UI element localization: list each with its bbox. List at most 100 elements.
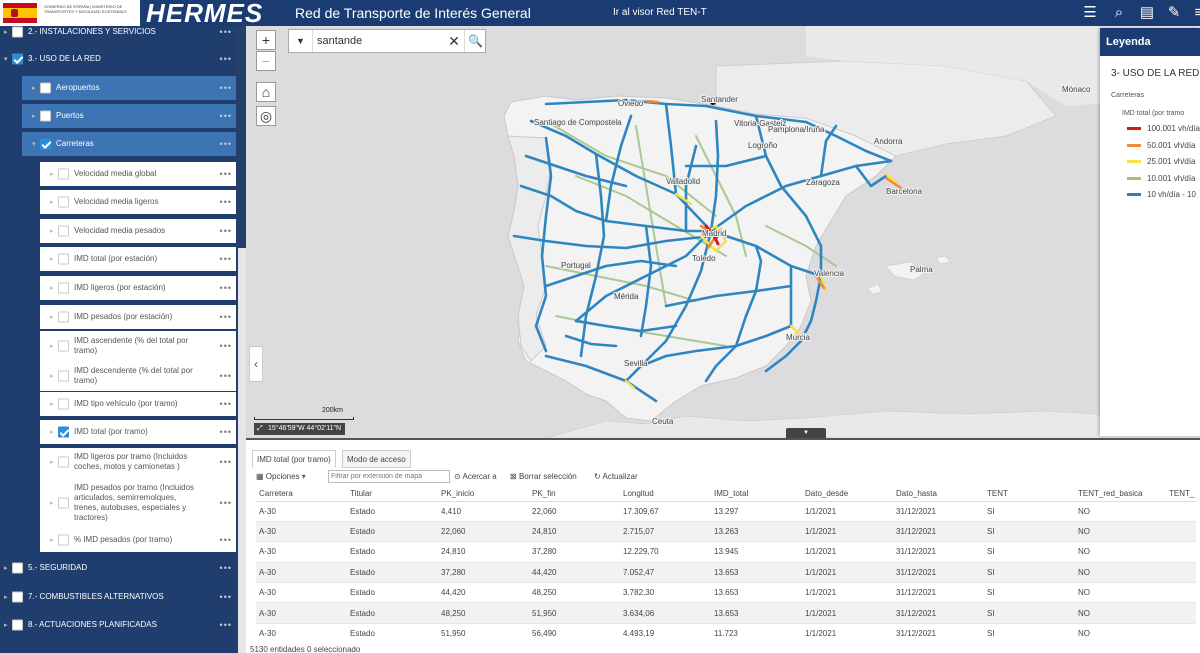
table-row[interactable]: A-30 Estado 51,950 56,490 4.493,19 11.723 1/1/… (256, 623, 1196, 640)
more-options-icon[interactable]: ••• (219, 283, 232, 293)
search-source-dropdown[interactable]: ▼ (289, 30, 313, 52)
zoom-in-button[interactable]: + (256, 30, 276, 50)
chevron-right-icon[interactable]: ▸ (50, 343, 54, 350)
clear-selection-button[interactable]: ⊠ Borrar selección (510, 470, 577, 484)
more-options-icon[interactable]: ••• (219, 498, 232, 508)
sidebar-item[interactable]: ▸ 2.- INSTALACIONES Y SERVICIOS ••• (0, 26, 236, 38)
chevron-right-icon[interactable]: ▸ (50, 401, 54, 408)
sidebar-item[interactable]: ▸ Puertos ••• (22, 104, 236, 128)
map-view[interactable]: Oviedo Santander Santiago de Compostela … (246, 26, 1200, 438)
sidebar-item[interactable]: ▸ IMD tipo vehículo (por tramo) ••• (40, 392, 236, 416)
more-options-icon[interactable]: ••• (219, 54, 232, 64)
layer-checkbox[interactable] (12, 619, 23, 631)
column-header[interactable]: Dato_hasta (893, 487, 984, 502)
sidebar-item[interactable]: ▸ % IMD pesados (por tramo) ••• (40, 528, 236, 552)
layer-checkbox[interactable] (40, 110, 51, 122)
more-options-icon[interactable]: ••• (219, 535, 232, 545)
more-options-icon[interactable]: ••• (219, 563, 232, 573)
more-options-icon[interactable]: ••• (219, 169, 232, 179)
column-header[interactable]: Carretera (256, 487, 347, 502)
zoom-to-button[interactable]: ⊙ Acercar a (454, 470, 497, 484)
column-header[interactable]: PK_inicio (438, 487, 529, 502)
more-options-icon[interactable]: ••• (219, 111, 232, 121)
table-row[interactable]: A-30 Estado 37,280 44,420 7.052,47 13.653 1/1/… (256, 562, 1196, 584)
more-options-icon[interactable]: ••• (219, 371, 232, 381)
table-row[interactable]: A-30 Estado 24,810 37,280 12.229,70 13.945 1/1… (256, 541, 1196, 563)
layer-checkbox[interactable] (58, 168, 69, 180)
sidebar-item[interactable]: ▸ 5.- SEGURIDAD ••• (0, 556, 236, 580)
column-header[interactable]: TENT_ (1166, 487, 1196, 502)
column-header[interactable]: Dato_desde (802, 487, 893, 502)
column-header[interactable]: PK_fin (529, 487, 620, 502)
chevron-down-icon[interactable]: ▾ (32, 141, 36, 148)
more-options-icon[interactable]: ••• (219, 83, 232, 93)
layer-checkbox[interactable] (40, 138, 51, 150)
chevron-right-icon[interactable]: ▸ (4, 565, 8, 572)
more-options-icon[interactable]: ••• (219, 27, 232, 37)
chevron-right-icon[interactable]: ▸ (4, 594, 8, 601)
layer-checkbox[interactable] (58, 253, 69, 265)
search-input[interactable] (317, 32, 435, 50)
sidebar-scrollbar[interactable] (238, 248, 246, 653)
sidebar-item[interactable]: ▸ 8.- ACTUACIONES PLANIFICADAS ••• (0, 613, 236, 637)
layer-checkbox[interactable] (58, 196, 69, 208)
brand-logo[interactable]: HERMES (146, 0, 264, 28)
options-menu[interactable]: ▦ Opciones ▾ (256, 470, 306, 484)
sidebar-item[interactable]: ▸ IMD descendente (% del total por tramo)… (40, 361, 236, 391)
more-options-icon[interactable]: ••• (219, 620, 232, 630)
tab-modo-acceso[interactable]: Modo de acceso (342, 450, 411, 468)
chevron-right-icon[interactable]: ▸ (50, 500, 54, 507)
column-header[interactable]: TENT_red_basica (1075, 487, 1166, 502)
sidebar-item[interactable]: ▸ IMD ligeros por tramo (Incluidos coches… (40, 448, 236, 476)
more-options-icon[interactable]: ••• (219, 197, 232, 207)
more-options-icon[interactable]: ••• (219, 427, 232, 437)
locate-icon[interactable]: ◎ (256, 106, 276, 126)
layer-checkbox[interactable] (12, 53, 23, 65)
table-row[interactable]: A-30 Estado 22,060 24,810 2.715,07 13.263 1/1/… (256, 521, 1196, 543)
home-icon[interactable]: ⌂ (256, 82, 276, 102)
sidebar-item[interactable]: ▸ Velocidad media ligeros ••• (40, 190, 236, 214)
chevron-right-icon[interactable]: ▸ (32, 85, 36, 92)
sidebar-item[interactable]: ▾ Carreteras ••• (22, 132, 236, 156)
chevron-right-icon[interactable]: ▸ (4, 622, 8, 629)
more-options-icon[interactable]: ••• (219, 254, 232, 264)
chevron-right-icon[interactable]: ▸ (50, 429, 54, 436)
table-row[interactable]: A-30 Estado 48,250 51,950 3.634,06 13.653 1/1/… (256, 602, 1196, 624)
filter-by-extent-input[interactable] (328, 470, 450, 483)
chevron-down-icon[interactable]: ▾ (4, 56, 8, 63)
table-row[interactable]: A-30 Estado 4,410 22,060 17.309,67 13.297 1/1/… (256, 501, 1196, 522)
layer-checkbox[interactable] (58, 398, 69, 410)
chevron-right-icon[interactable]: ▸ (50, 256, 54, 263)
chevron-right-icon[interactable]: ▸ (50, 314, 54, 321)
chevron-right-icon[interactable]: ▸ (50, 171, 54, 178)
sidebar-item[interactable]: ▸ IMD pesados por tramo (Incluidos articu… (40, 476, 236, 530)
sidebar-item[interactable]: ▸ IMD total (por tramo) ••• (40, 420, 236, 444)
coordinates-readout[interactable]: 15°46'59"W 44°02'11"N (254, 423, 346, 435)
more-options-icon[interactable]: ••• (219, 457, 232, 467)
layers-icon[interactable]: ▤ (1139, 4, 1155, 21)
more-options-icon[interactable]: ••• (219, 226, 232, 236)
layer-checkbox[interactable] (58, 534, 69, 546)
layer-checkbox[interactable] (12, 26, 23, 38)
sidebar-item[interactable]: ▸ 7.- COMBUSTIBLES ALTERNATIVOS ••• (0, 585, 236, 609)
refresh-button[interactable]: ↻ Actualizar (594, 470, 638, 484)
column-header[interactable]: Titular (347, 487, 438, 502)
collapse-sidebar-button[interactable]: ‹ (249, 346, 263, 382)
column-header[interactable]: IMD_total (711, 487, 802, 502)
chevron-right-icon[interactable]: ▸ (32, 113, 36, 120)
layer-checkbox[interactable] (58, 426, 69, 438)
sidebar-item[interactable]: ▸ IMD ligeros (por estación) ••• (40, 276, 236, 300)
edit-icon[interactable]: ✎ (1167, 4, 1181, 21)
more-options-icon[interactable]: ••• (219, 312, 232, 322)
sidebar-item[interactable]: ▸ IMD pesados (por estación) ••• (40, 305, 236, 329)
toggle-table-panel-button[interactable]: ▼ (786, 428, 826, 438)
column-header[interactable]: Longitud (620, 487, 711, 502)
layer-checkbox[interactable] (40, 82, 51, 94)
layer-checkbox[interactable] (58, 225, 69, 237)
layer-checkbox[interactable] (58, 282, 69, 294)
layer-checkbox[interactable] (58, 497, 69, 509)
layer-checkbox[interactable] (58, 340, 69, 352)
layer-checkbox[interactable] (12, 591, 23, 603)
sidebar-item[interactable]: ▾ 3.- USO DE LA RED ••• (0, 48, 236, 70)
more-options-icon[interactable]: ••• (219, 592, 232, 602)
